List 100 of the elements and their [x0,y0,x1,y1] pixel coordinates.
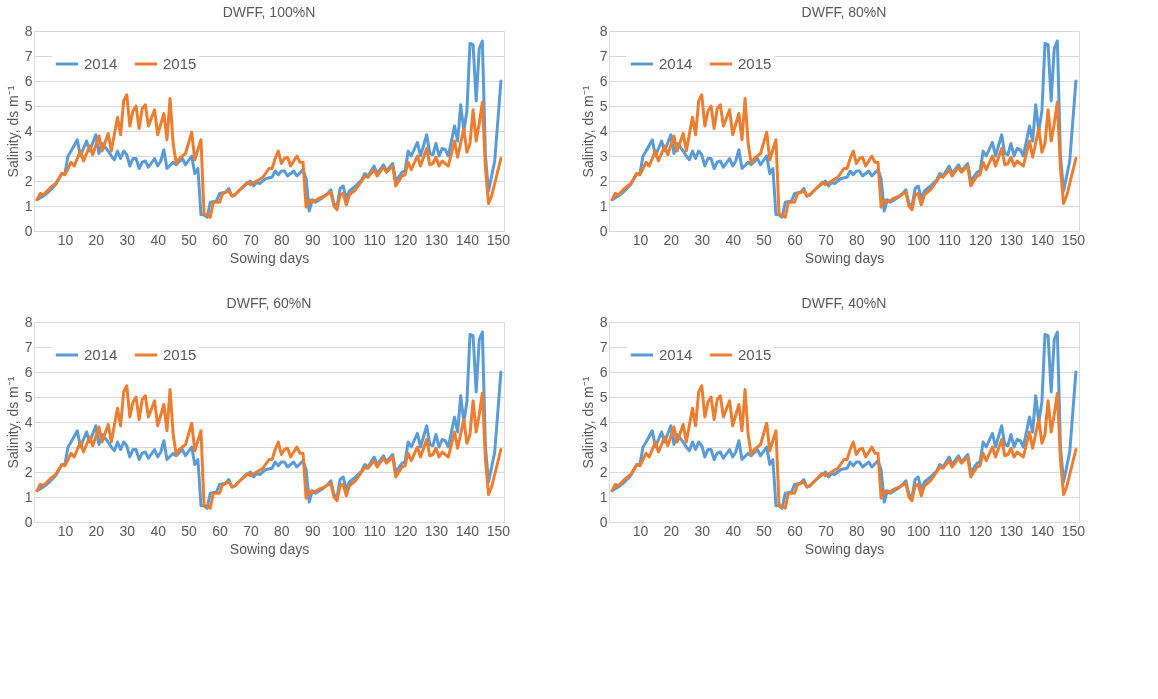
legend-label: 2014 [84,55,118,72]
x-tick-label: 140 [455,522,480,539]
legend-label: 2015 [738,346,772,363]
x-tick-label: 110 [938,231,961,248]
y-tick-label: 5 [599,388,608,405]
x-tick-label: 40 [725,522,742,539]
legend-label: 2014 [659,55,693,72]
x-tick-label: 100 [332,522,356,539]
y-axis-title: Salinity, ds m⁻¹ [579,85,596,178]
x-tick-label: 140 [455,231,480,248]
x-tick-label: 90 [305,522,321,539]
x-tick-label: 60 [212,231,229,248]
x-tick-label: 130 [999,231,1024,248]
x-tick-label: 20 [663,231,680,248]
y-tick-label: 4 [599,413,608,430]
line-series [35,93,503,219]
x-tick-label: 10 [632,231,649,248]
legend-label: 2015 [163,55,197,72]
x-tick-label: 120 [393,231,418,248]
line-series [610,93,1078,219]
x-tick-label: 90 [305,231,321,248]
y-tick-label: 1 [599,197,608,214]
y-tick-label: 1 [24,197,33,214]
line-series [610,384,1078,510]
x-tick-label: 70 [243,231,259,248]
x-tick-label: 60 [787,522,804,539]
x-tick-label: 140 [1030,522,1055,539]
y-tick-label: 0 [599,513,608,530]
x-tick-label: 90 [880,231,896,248]
chart-title: DWFF, 80%N [801,4,887,20]
y-tick-label: 2 [24,463,33,480]
x-tick-label: 20 [88,231,105,248]
x-tick-label: 40 [725,231,742,248]
x-tick-label: 150 [486,231,511,248]
x-tick-label: 120 [968,522,993,539]
x-tick-label: 70 [818,522,834,539]
y-tick-label: 5 [599,97,608,114]
y-tick-label: 5 [24,97,33,114]
x-tick-label: 80 [849,522,865,539]
x-tick-label: 80 [274,231,290,248]
y-tick-label: 8 [24,22,33,39]
y-axis-title: Salinity, ds m⁻¹ [4,85,21,178]
y-tick-label: 5 [24,388,33,405]
y-tick-label: 1 [24,488,33,505]
x-tick-label: 50 [756,522,773,539]
y-tick-label: 2 [599,463,608,480]
x-tick-label: 130 [999,522,1024,539]
x-axis-title: Sowing days [804,540,885,557]
y-tick-label: 0 [599,222,608,239]
x-tick-label: 40 [150,231,167,248]
y-axis-title: Salinity, ds m⁻¹ [4,376,21,469]
x-tick-label: 150 [1061,231,1086,248]
y-tick-label: 3 [24,147,33,164]
x-tick-label: 10 [57,231,74,248]
x-tick-label: 150 [486,522,511,539]
chart-title: DWFF, 60%N [226,295,312,311]
x-tick-label: 50 [181,522,198,539]
x-axis-title: Sowing days [229,249,310,266]
legend-label: 2014 [659,346,693,363]
y-tick-label: 8 [599,313,608,330]
x-tick-label: 20 [663,522,680,539]
y-tick-label: 3 [599,438,608,455]
x-tick-label: 10 [57,522,74,539]
x-tick-label: 30 [119,522,136,539]
y-tick-label: 2 [599,172,608,189]
y-tick-label: 8 [599,22,608,39]
legend-label: 2015 [738,55,772,72]
y-tick-label: 6 [599,363,608,380]
x-tick-label: 30 [119,231,136,248]
y-tick-label: 0 [24,222,33,239]
y-tick-label: 4 [24,413,33,430]
y-tick-label: 3 [24,438,33,455]
x-tick-label: 60 [212,522,229,539]
line-series [35,384,503,510]
x-tick-label: 60 [787,231,804,248]
x-tick-label: 10 [632,522,649,539]
x-tick-label: 110 [363,231,386,248]
x-tick-label: 30 [694,522,711,539]
x-tick-label: 150 [1061,522,1086,539]
x-tick-label: 50 [756,231,773,248]
legend-label: 2014 [84,346,118,363]
x-tick-label: 100 [332,231,356,248]
x-tick-label: 30 [694,231,711,248]
legend-label: 2015 [163,346,197,363]
x-axis-title: Sowing days [804,249,885,266]
x-tick-label: 140 [1030,231,1055,248]
y-tick-label: 7 [24,338,33,355]
x-tick-label: 110 [363,522,386,539]
x-tick-label: 40 [150,522,167,539]
x-tick-label: 20 [88,522,105,539]
y-tick-label: 6 [599,72,608,89]
x-tick-label: 120 [968,231,993,248]
x-tick-label: 80 [849,231,865,248]
chart-title: DWFF, 100%N [222,4,316,20]
x-tick-label: 100 [907,522,931,539]
x-tick-label: 130 [424,522,449,539]
chart-title: DWFF, 40%N [801,295,887,311]
x-tick-label: 80 [274,522,290,539]
y-tick-label: 6 [24,363,33,380]
y-tick-label: 1 [599,488,608,505]
